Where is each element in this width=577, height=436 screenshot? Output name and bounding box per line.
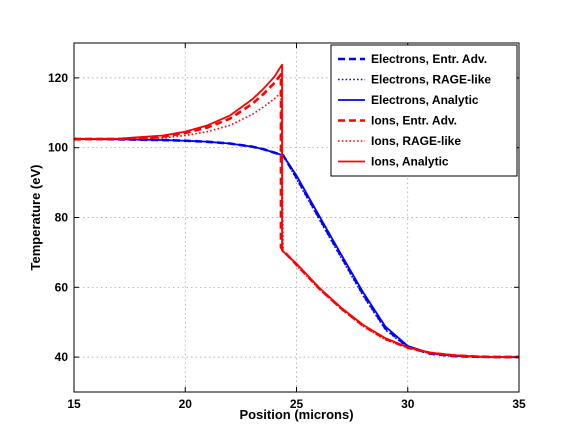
legend-label: Electrons, Analytic (371, 93, 479, 107)
legend-label: Ions, Analytic (371, 155, 449, 169)
series-line-6 (73, 63, 519, 358)
y-tick-label: 60 (55, 280, 69, 294)
y-tick-label: 80 (55, 211, 69, 225)
axis-ticks: 15 20 25 30 35 40 60 80 100 120 (48, 43, 526, 411)
series-line-4 (73, 73, 519, 359)
x-tick-label: 30 (401, 397, 415, 411)
x-tick-label: 25 (290, 397, 304, 411)
y-tick-label: 120 (48, 71, 68, 85)
x-tick-label: 35 (512, 397, 526, 411)
series-layer (73, 63, 519, 359)
x-axis-label: Position (microns) (239, 407, 353, 422)
legend-label: Ions, Entr. Adv. (371, 114, 457, 128)
legend-label: Electrons, Entr. Adv. (371, 52, 487, 66)
legend-label: Ions, RAGE-like (371, 134, 461, 148)
y-axis-label: Temperature (eV) (28, 165, 43, 271)
legend-label: Electrons, RAGE-like (371, 73, 491, 87)
legend-box (330, 44, 518, 177)
x-tick-label: 15 (67, 397, 81, 411)
y-tick-label: 100 (48, 141, 68, 155)
legend: Electrons, Entr. Adv. Electrons, RAGE-lik… (330, 44, 518, 177)
x-tick-label: 20 (179, 397, 193, 411)
y-tick-label: 40 (55, 350, 69, 364)
